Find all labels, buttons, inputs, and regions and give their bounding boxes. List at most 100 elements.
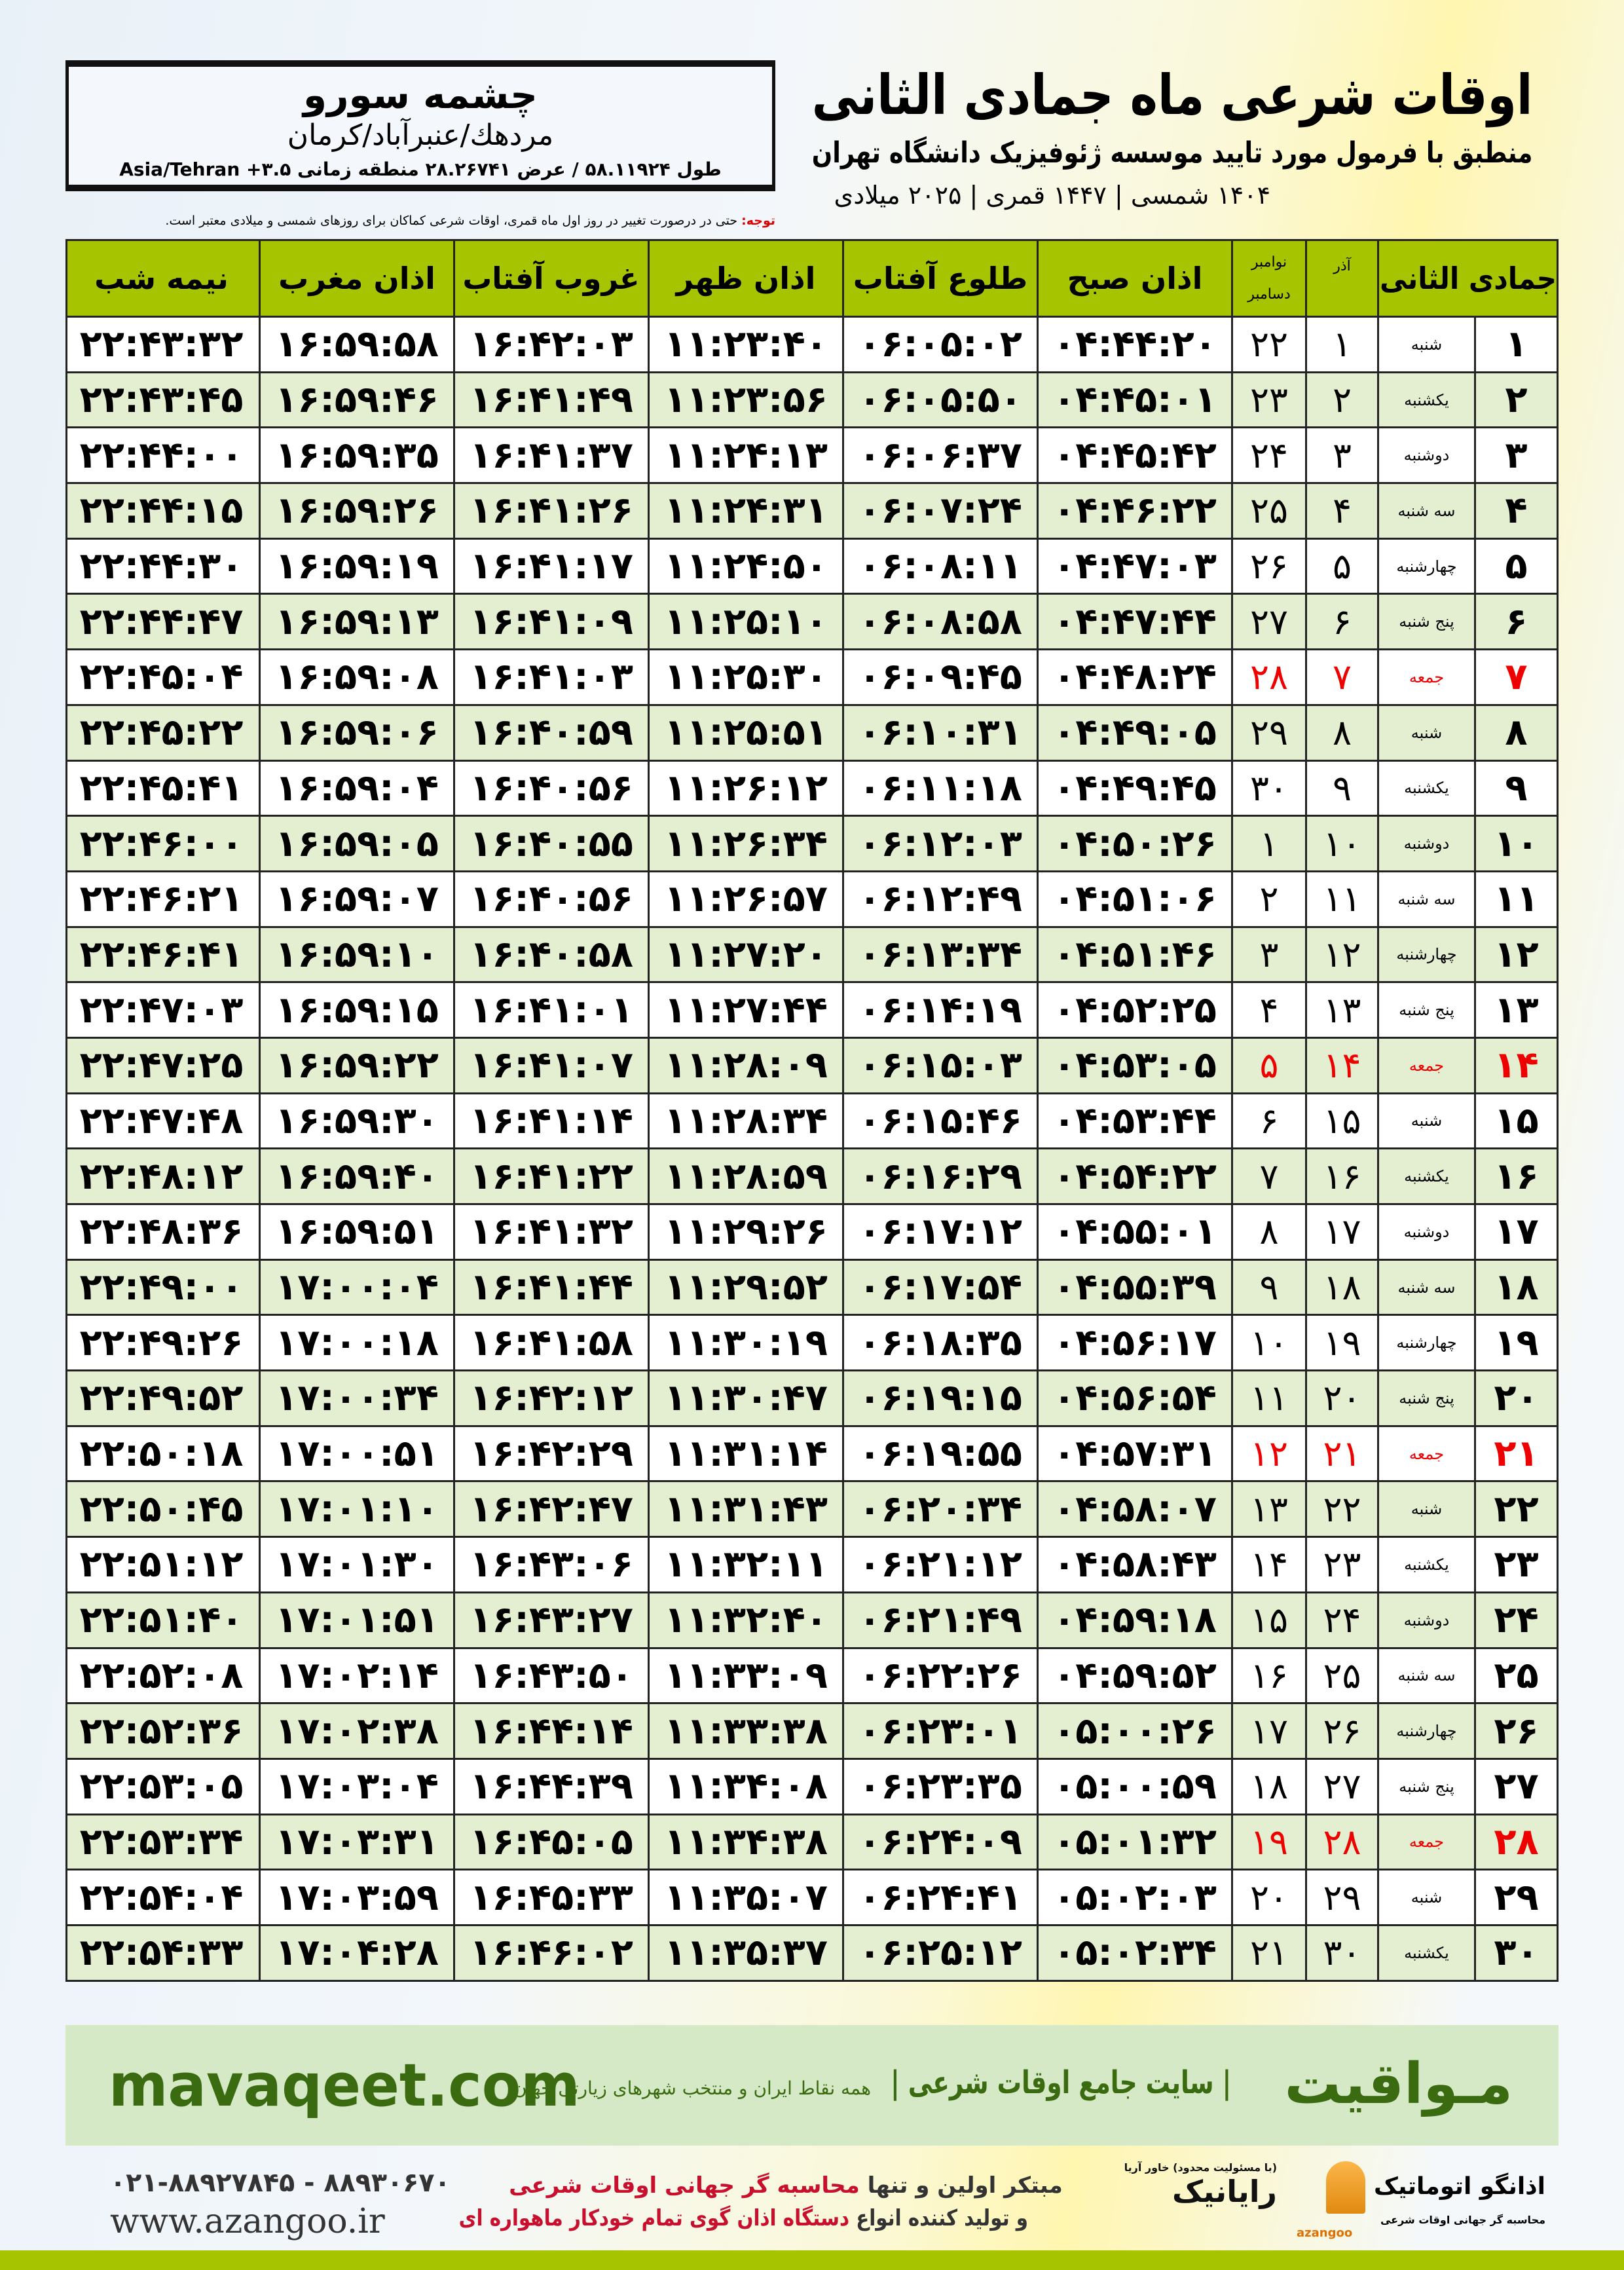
midnight-time-cell: ۲۲:۴۹:۰۰ (64, 1261, 259, 1314)
sunrise-time: ۰۶:۱۸:۳۵ (858, 1321, 1022, 1364)
sunset-time: ۱۶:۴۱:۰۹ (470, 600, 633, 643)
sunrise-time-cell: ۰۶:۱۶:۲۹ (842, 1149, 1037, 1203)
azar-day-cell: ۲۹ (1305, 1870, 1377, 1924)
azar-day: ۱۸ (1323, 1267, 1361, 1309)
jumada-day-cell: ۲۵ (1474, 1648, 1557, 1703)
table-row: ۱۶ یکشنبه ۱۶ ۷ ۰۴:۵۴:۲۲ ۰۶:۱۶:۲۹ ۱۱:۲۸:۵۹ ۱۶:۴۱… (67, 1149, 1557, 1205)
midnight-time-cell: ۲۲:۴۴:۳۰ (64, 540, 259, 593)
gregorian-day: ۵ (1259, 1045, 1279, 1087)
azar-day-cell: ۲۸ (1305, 1815, 1377, 1869)
jumada-day: ۱۱ (1494, 878, 1539, 921)
azar-day: ۱۶ (1323, 1155, 1361, 1197)
dhuhr-time: ۱۱:۲۹:۵۲ (664, 1266, 828, 1309)
sunrise-time-cell: ۰۶:۲۴:۴۱ (842, 1870, 1037, 1924)
sunrise-time-cell: ۰۶:۱۴:۱۹ (842, 983, 1037, 1037)
gregorian-day: ۲۱ (1250, 1932, 1289, 1974)
table-row: ۱۰ دوشنبه ۱۰ ۱ ۰۴:۵۰:۲۶ ۰۶:۱۲:۰۳ ۱۱:۲۶:۳۴ ۱۶:۴۰… (67, 817, 1557, 872)
weekday-cell: چهارشنبه (1377, 539, 1474, 593)
table-row: ۱ شنبه ۱ ۲۲ ۰۴:۴۴:۲۰ ۰۶:۰۵:۰۲ ۱۱:۲۳:۴۰ ۱۶:۴۲:۰۳… (67, 318, 1557, 373)
weekday: یکشنبه (1404, 1555, 1449, 1574)
maghrib-time-cell: ۱۷:۰۳:۳۱ (259, 1815, 453, 1869)
fajr-time-cell: ۰۴:۵۵:۳۹ (1037, 1260, 1231, 1314)
sunset-time: ۱۶:۴۵:۳۳ (470, 1876, 633, 1919)
gregorian-day-cell: ۲۴ (1231, 428, 1305, 483)
jumada-day: ۹ (1505, 766, 1528, 809)
azar-day-cell: ۳ (1305, 428, 1377, 483)
gregorian-day-cell: ۱۲ (1231, 1426, 1305, 1481)
gregorian-day-cell: ۲۱ (1231, 1926, 1305, 1980)
jumada-day: ۱۷ (1494, 1210, 1539, 1254)
maghrib-time: ۱۶:۵۹:۳۰ (275, 1099, 439, 1142)
sunset-time: ۱۶:۴۰:۵۸ (470, 933, 633, 976)
weekday-cell: شنبه (1377, 1482, 1474, 1536)
weekday: پنج شنبه (1399, 1777, 1454, 1796)
azangoo-link[interactable]: www.azangoo.ir (110, 2202, 385, 2241)
jumada-day: ۱ (1505, 323, 1528, 366)
midnight-time: ۲۲:۴۹:۲۶ (79, 1321, 244, 1364)
azar-day: ۲۶ (1323, 1710, 1361, 1752)
fajr-time-cell: ۰۵:۰۱:۳۲ (1037, 1815, 1231, 1869)
promo-1a: مبتکر اولین و تنها (859, 2172, 1063, 2199)
azar-day-cell: ۱۶ (1305, 1149, 1377, 1203)
coordinates: طول ۵۸.۱۱۹۲۴ / عرض ۲۸.۲۶۷۴۱ منطقه زمانی … (119, 158, 722, 180)
gregorian-day: ۲۵ (1250, 490, 1289, 532)
nov-label: نوامبر (1251, 254, 1287, 270)
midnight-time: ۲۲:۴۴:۰۰ (79, 434, 244, 477)
gregorian-day: ۲۳ (1250, 379, 1289, 421)
note-line: توجه: حتی در درصورت تغییر در روز اول ماه… (165, 214, 775, 228)
dhuhr-time-cell: ۱۱:۲۵:۵۱ (648, 705, 842, 760)
maghrib-time: ۱۶:۵۹:۲۲ (275, 1044, 439, 1087)
maghrib-time-cell: ۱۷:۰۳:۰۴ (259, 1759, 453, 1814)
azangoo-logo: اذانگو اتوماتیک محاسبه گر جهانی اوقات شر… (1297, 2161, 1545, 2240)
jumada-day-cell: ۱۹ (1474, 1316, 1557, 1370)
dhuhr-time: ۱۱:۲۵:۱۰ (664, 600, 828, 643)
table-row: ۲۳ یکشنبه ۲۳ ۱۴ ۰۴:۵۸:۴۳ ۰۶:۲۱:۱۲ ۱۱:۳۲:۱۱ ۱۶:۴… (67, 1538, 1557, 1593)
col-dhuhr-label: اذان ظهر (676, 261, 816, 296)
midnight-time: ۲۲:۵۲:۰۸ (79, 1654, 244, 1697)
sunset-time-cell: ۱۶:۴۱:۰۱ (453, 983, 648, 1037)
maghrib-time: ۱۷:۰۰:۵۱ (275, 1432, 439, 1476)
weekday: یکشنبه (1404, 390, 1449, 409)
jumada-day-cell: ۱۲ (1474, 927, 1557, 982)
sunrise-time: ۰۶:۱۵:۰۳ (858, 1044, 1022, 1087)
col-sunset-label: غروب آفتاب (462, 261, 640, 296)
dhuhr-time: ۱۱:۳۱:۱۴ (664, 1432, 828, 1476)
sunrise-time: ۰۶:۱۶:۲۹ (858, 1155, 1022, 1198)
fajr-time: ۰۴:۵۵:۰۱ (1053, 1210, 1217, 1254)
maghrib-time: ۱۶:۵۹:۵۱ (275, 1210, 439, 1254)
jumada-day: ۲۸ (1494, 1820, 1539, 1863)
jumada-day: ۱۰ (1494, 822, 1539, 865)
jumada-day: ۲۴ (1494, 1599, 1539, 1642)
fajr-time-cell: ۰۴:۴۸:۲۴ (1037, 650, 1231, 704)
col-midnight-label: نیمه شب (94, 261, 229, 296)
midnight-time: ۲۲:۴۶:۰۰ (79, 822, 244, 865)
sunrise-time: ۰۶:۱۷:۱۲ (858, 1210, 1022, 1254)
sunrise-time-cell: ۰۶:۱۷:۱۲ (842, 1205, 1037, 1259)
fajr-time-cell: ۰۴:۴۶:۲۲ (1037, 484, 1231, 538)
sunset-time-cell: ۱۶:۴۱:۱۷ (453, 539, 648, 593)
jumada-day-cell: ۱۵ (1474, 1094, 1557, 1148)
year-line: ۱۴۰۴ شمسی | ۱۴۴۷ قمری | ۲۰۲۵ میلادی (834, 181, 1270, 210)
maghrib-time: ۱۷:۰۱:۵۱ (275, 1599, 439, 1642)
fajr-time: ۰۴:۴۸:۲۴ (1053, 656, 1217, 699)
sunset-time-cell: ۱۶:۴۱:۰۳ (453, 650, 648, 704)
sunrise-time-cell: ۰۶:۲۳:۰۱ (842, 1704, 1037, 1758)
site-link[interactable]: mavaqeet.com (109, 2051, 580, 2120)
weekday: شنبه (1411, 723, 1443, 742)
gregorian-day: ۱۶ (1250, 1654, 1289, 1696)
fajr-time-cell: ۰۴:۵۹:۵۲ (1037, 1648, 1231, 1703)
gregorian-day-cell: ۸ (1231, 1205, 1305, 1259)
fajr-time-cell: ۰۵:۰۰:۵۹ (1037, 1759, 1231, 1814)
midnight-time: ۲۲:۵۱:۱۲ (79, 1543, 244, 1586)
fajr-time: ۰۴:۵۰:۲۶ (1053, 822, 1217, 865)
promo-line-1: مبتکر اولین و تنها محاسبه گر جهانی اوقات… (509, 2169, 1063, 2202)
dhuhr-time-cell: ۱۱:۲۸:۳۴ (648, 1094, 842, 1148)
dhuhr-time-cell: ۱۱:۲۵:۱۰ (648, 595, 842, 649)
weekday-cell: دوشنبه (1377, 1593, 1474, 1647)
sunset-time-cell: ۱۶:۴۲:۰۳ (453, 318, 648, 371)
dhuhr-time: ۱۱:۳۰:۴۷ (664, 1377, 828, 1420)
midnight-time-cell: ۲۲:۴۹:۵۲ (64, 1371, 259, 1425)
weekday-cell: جمعه (1377, 1038, 1474, 1092)
gregorian-day-cell: ۳۰ (1231, 761, 1305, 815)
gregorian-day-cell: ۱۹ (1231, 1815, 1305, 1869)
